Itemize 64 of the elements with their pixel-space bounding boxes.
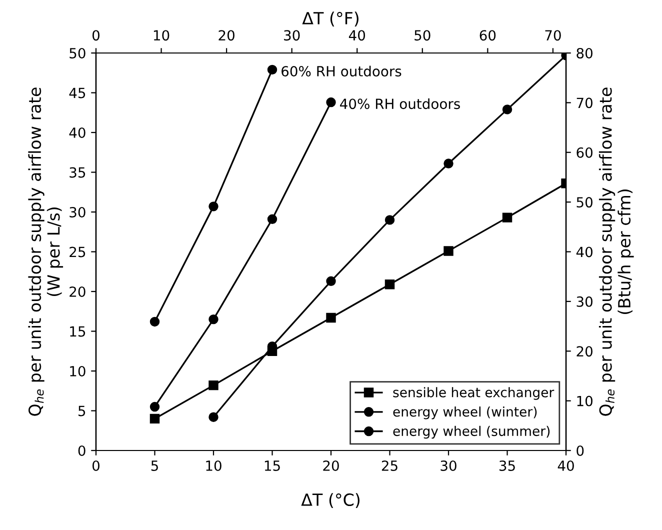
x-tick-label: 15	[264, 460, 280, 471]
y2-tick-label: 80	[576, 48, 592, 58]
legend-label: sensible heat exchanger	[393, 387, 554, 400]
y-tick-label: 45	[69, 88, 86, 98]
x-tick-label: 35	[499, 460, 515, 471]
y-axis-title: Q$_{he}$ per unit outdoor supply airflow rate (W per L/s)	[28, 88, 64, 416]
annotation: 60% RH outdoors	[282, 66, 402, 77]
point	[150, 414, 160, 424]
y-tick-label: 0	[78, 445, 86, 456]
y-tick-label: 35	[70, 167, 86, 178]
y-tick-label: 10	[70, 366, 86, 376]
x-tick-label: 30	[440, 460, 456, 471]
x2-tick-label: 50	[414, 30, 430, 41]
point	[444, 158, 454, 168]
y-tick-label: 25	[70, 246, 86, 258]
point	[444, 246, 454, 256]
y2-tick-label: 50	[576, 197, 592, 208]
y-tick-label: 20	[70, 286, 86, 297]
annotation: 40% RH outdoors	[340, 98, 460, 110]
point	[502, 104, 512, 114]
point	[326, 312, 336, 323]
y-tick-label: 40	[69, 127, 86, 138]
point	[208, 202, 218, 212]
point	[267, 64, 278, 75]
point	[208, 412, 218, 422]
y2-tick-label: 30	[576, 296, 592, 307]
x2-tick-label: 30	[284, 30, 300, 41]
legend-label: energy wheel (winter)	[393, 406, 537, 420]
y-tick-label: 50	[70, 48, 86, 58]
x2-tick-label: 20	[218, 30, 234, 41]
y2-tick-label: 60	[576, 147, 592, 158]
x-tick-label: 20	[323, 460, 339, 471]
x2-tick-label: 0	[92, 30, 100, 41]
point	[502, 212, 512, 222]
x2-axis-title: ΔT (°F)	[302, 12, 358, 26]
x2-tick-label: 60	[480, 30, 496, 41]
y2-tick-label: 40	[576, 246, 592, 258]
y-tick-label: 5	[78, 406, 86, 416]
point	[267, 214, 278, 224]
x-tick-label: 10	[206, 460, 222, 471]
legend-label: energy wheel (summer)	[393, 426, 550, 439]
point	[150, 316, 160, 327]
x2-tick-label: 40	[348, 30, 366, 41]
x-tick-label: 0	[92, 460, 100, 471]
x2-tick-label: 10	[154, 30, 170, 41]
point	[326, 276, 336, 286]
x-tick-label: 40	[558, 460, 574, 471]
point	[326, 97, 336, 108]
y2-tick-label: 20	[576, 346, 592, 357]
x-tick-label: 25	[382, 460, 398, 471]
y2-tick-label: 0	[576, 445, 584, 456]
x2-tick-label: 70	[545, 30, 561, 41]
x-axis-title: ΔT (°C)	[301, 493, 360, 508]
point	[384, 215, 395, 225]
y2-tick-label: 70	[576, 98, 592, 108]
y-tick-label: 30	[70, 206, 86, 218]
y-tick-label: 15	[70, 326, 86, 337]
y2-tick-label: 10	[577, 396, 592, 406]
y2-axis-title: Q$_{he}$ per unit outdoor supply airflow rate (Btu/h per cfm)	[598, 88, 634, 416]
point	[384, 279, 395, 290]
point	[208, 314, 218, 324]
point	[150, 402, 160, 412]
point	[208, 380, 218, 390]
x-tick-label: 5	[151, 460, 158, 471]
